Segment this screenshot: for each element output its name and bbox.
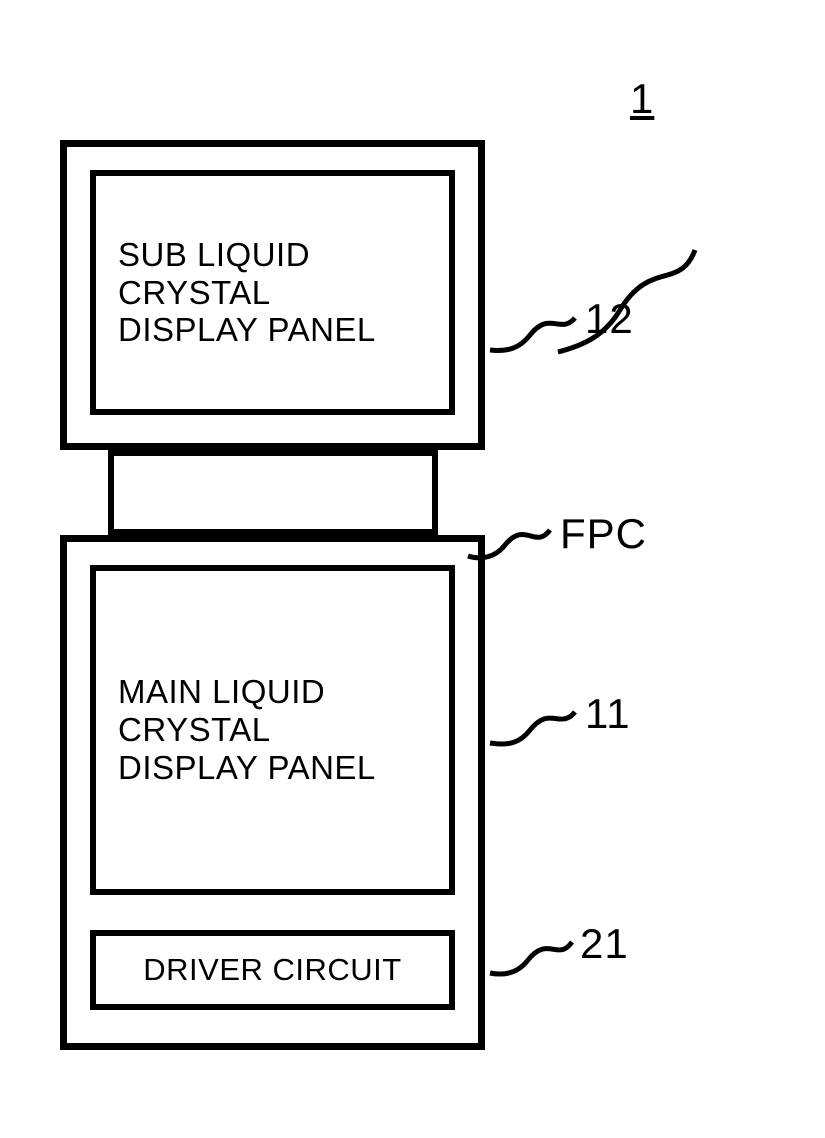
assembly-lead (0, 0, 825, 400)
